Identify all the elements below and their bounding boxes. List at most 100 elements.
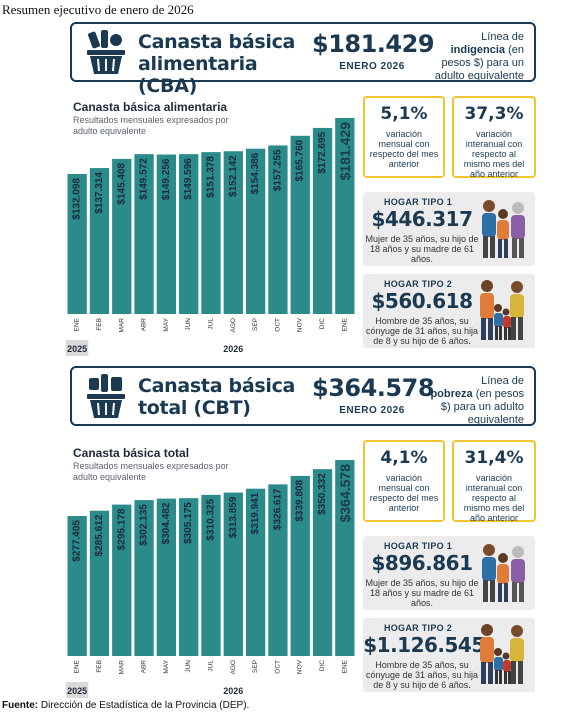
hogar-description: Hombre de 35 años, su cónyuge de 31 años… <box>365 660 479 690</box>
cbt-annual-label: variación interanual con respecto al mis… <box>463 473 525 523</box>
cbt-hogar-tipo-2: HOGAR TIPO 2 $1.126.545 Hombre de 35 año… <box>363 618 535 692</box>
category-label: AGO <box>230 660 237 674</box>
category-label: ABR <box>141 660 148 674</box>
cba-annual-label: variación interanual con respecto al mis… <box>463 129 525 179</box>
chart-bar <box>112 504 132 656</box>
bar-value-label: $172.695 <box>317 131 328 173</box>
cbt-note: Línea de pobreza (en pesos $) para un ad… <box>430 375 524 426</box>
category-label: SEP <box>252 660 259 673</box>
year-2025-highlight <box>66 340 89 356</box>
hogar-description: Mujer de 35 años, su hijo de 18 años y s… <box>365 578 479 608</box>
year-label-2026: 2026 <box>223 344 243 354</box>
cba-chart-title: Canasta básica alimentaria <box>73 100 228 114</box>
chart-bar <box>335 118 355 314</box>
hogar-description: Mujer de 35 años, su hijo de 18 años y s… <box>365 234 479 264</box>
cba-hogar-tipo-1: HOGAR TIPO 1 $446.317 Mujer de 35 años, … <box>363 192 535 266</box>
cbt-monthly-variation: 4,1% variación mensual con respecto del … <box>363 440 445 522</box>
chart-bar <box>156 154 177 314</box>
category-label: JUN <box>185 318 192 331</box>
cba-value: $181.429 <box>312 30 435 58</box>
category-label: SEP <box>252 318 259 331</box>
chart-bar <box>179 498 199 656</box>
category-label: ENE <box>341 317 348 331</box>
bar-value-label: $326.617 <box>272 488 283 530</box>
cbt-annual-variation: 31,4% variación interanual con respecto … <box>452 440 536 523</box>
cba-annual-variation: 37,3% variación interanual con respecto … <box>452 96 536 179</box>
category-label: ENE <box>74 659 81 673</box>
year-2025-highlight <box>66 682 89 698</box>
document-title: Resumen ejecutivo de enero de 2026 <box>2 2 194 17</box>
source-note: Fuente: Dirección de Estadística de la P… <box>2 700 250 711</box>
chart-bar <box>335 460 355 656</box>
category-label: NOV <box>297 659 304 674</box>
cba-name: Canasta básica alimentaria (CBA) <box>138 31 296 97</box>
bar-value-label: $339.808 <box>295 479 306 521</box>
cba-bar-chart: $132.098 ENE $137.314 FEB $145.408 MAR $149.57… <box>66 118 355 356</box>
cba-period: ENERO 2026 <box>339 61 405 72</box>
bar-value-label: $285.612 <box>94 514 105 556</box>
cbt-value: $364.578 <box>312 374 435 402</box>
bar-value-label: $364.578 <box>337 464 353 523</box>
cba-note: Línea de indigencia (en pesos $) para un… <box>434 31 524 82</box>
cbt-bar-chart: $277.405 ENE $285.612 FEB $295.178 MAR $302.13… <box>66 460 355 698</box>
cbt-banner: Canasta básica total (CBT) $364.578 ENER… <box>70 366 536 426</box>
category-label: ENE <box>74 317 81 331</box>
bar-value-label: $350.332 <box>317 473 328 515</box>
chart-bar <box>201 494 221 656</box>
cba-chart-subtitle: Resultados mensuales expresados por adul… <box>73 115 229 136</box>
bar-value-label: $304.482 <box>161 502 172 544</box>
cbt-chart-subtitle: Resultados mensuales expresados por adul… <box>73 461 229 482</box>
bar-value-label: $313.859 <box>228 496 239 538</box>
chart-bar <box>312 127 333 315</box>
cba-monthly-variation: 5,1% variación mensual con respecto del … <box>363 96 445 178</box>
chart-bar <box>245 148 266 314</box>
bar-value-label: $319.941 <box>250 492 261 534</box>
category-label: FEB <box>96 660 103 673</box>
hogar-label: HOGAR TIPO 1 <box>383 197 453 207</box>
category-label: JUL <box>208 318 215 330</box>
chart-bar <box>290 475 310 656</box>
basket-icon <box>87 30 125 74</box>
bar-value-label: $277.405 <box>72 520 83 562</box>
category-label: JUL <box>208 660 215 672</box>
category-label: DIC <box>319 660 326 672</box>
chart-bar <box>67 516 87 656</box>
bar-value-label: $137.314 <box>94 172 105 214</box>
category-label: OCT <box>274 660 281 674</box>
cbt-chart-title: Canasta básica total <box>73 446 190 460</box>
category-label: AGO <box>230 318 237 332</box>
family-type-1-icon <box>482 544 525 602</box>
bar-value-label: $149.256 <box>161 158 172 200</box>
chart-bar <box>201 152 221 314</box>
category-label: FEB <box>96 318 103 331</box>
category-label: ABR <box>141 318 148 332</box>
hogar-label: HOGAR TIPO 1 <box>383 541 453 551</box>
bar-value-label: $181.429 <box>337 122 353 181</box>
chart-bar <box>223 492 243 656</box>
year-label-2025: 2025 <box>67 344 87 354</box>
cba-annual-value: 37,3% <box>464 104 524 124</box>
cbt-monthly-value: 4,1% <box>380 448 428 468</box>
family-type-2-icon <box>480 280 524 340</box>
cbt-monthly-label: variación mensual con respecto del mes a… <box>369 473 439 513</box>
hogar-label: HOGAR TIPO 2 <box>383 279 453 289</box>
bar-value-label: $310.325 <box>206 498 217 540</box>
cba-banner: Canasta básica alimentaria (CBA) $181.42… <box>70 22 536 97</box>
bar-value-label: $305.175 <box>183 502 194 544</box>
bar-value-label: $132.098 <box>72 178 83 220</box>
basket-icon <box>87 374 125 418</box>
bar-value-label: $151.378 <box>206 156 217 198</box>
chart-bar <box>89 510 110 656</box>
chart-bar <box>134 154 154 314</box>
bar-value-label: $157.255 <box>272 149 283 191</box>
category-label: MAY <box>163 659 170 673</box>
bar-value-label: $295.178 <box>116 508 127 550</box>
hogar-value: $560.618 <box>371 289 473 313</box>
hogar-value: $446.317 <box>371 207 473 231</box>
bar-value-label: $149.596 <box>183 158 194 200</box>
chart-bar <box>268 145 288 314</box>
hogar-value: $896.861 <box>371 551 473 575</box>
chart-bar <box>223 151 243 314</box>
cba-monthly-value: 5,1% <box>380 104 428 124</box>
chart-bar <box>67 174 87 314</box>
